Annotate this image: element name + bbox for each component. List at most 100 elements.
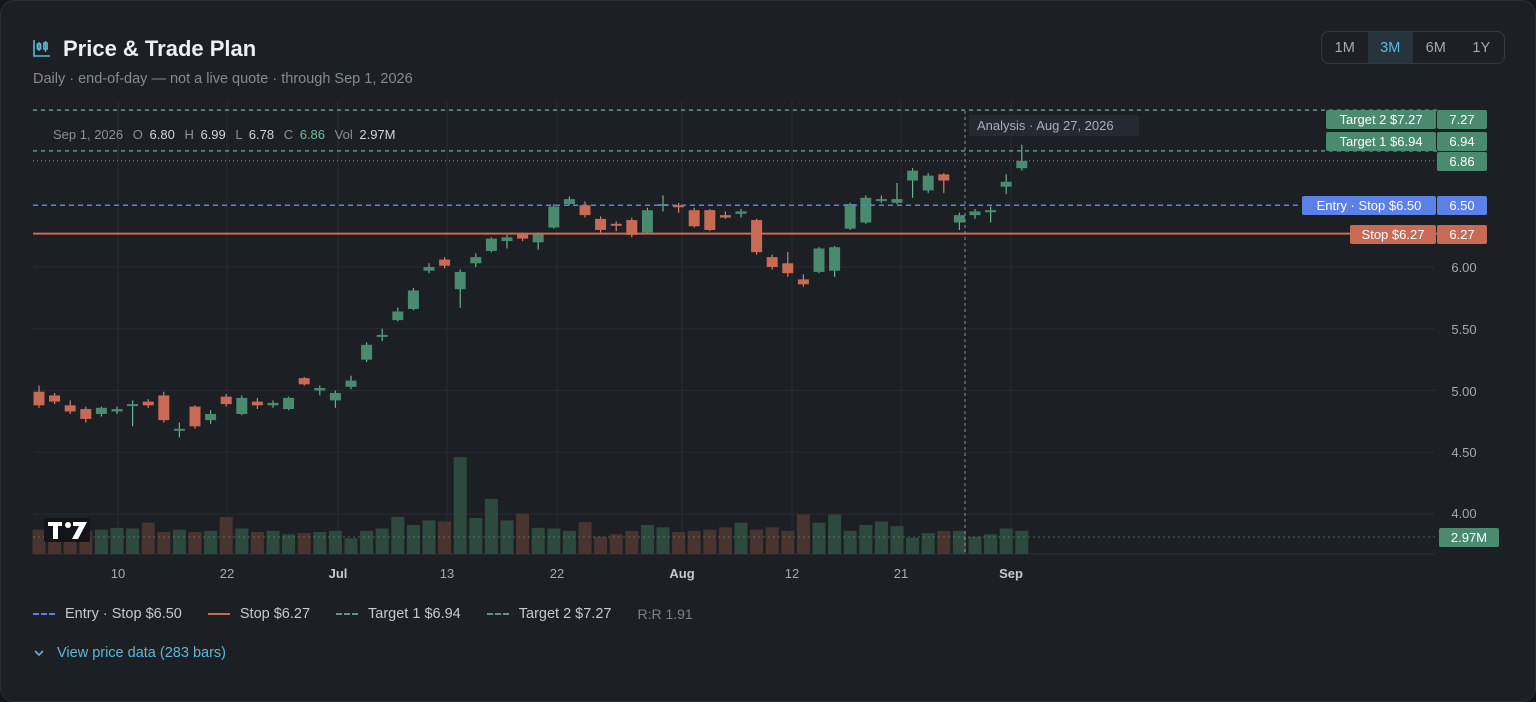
candle-body: [127, 404, 139, 407]
view-price-data-toggle[interactable]: View price data (283 bars): [33, 645, 226, 661]
volume-bar: [32, 529, 46, 554]
candle-body: [969, 211, 981, 216]
analysis-label: Analysis · Aug 27, 2026: [977, 118, 1114, 133]
volume-bar: [344, 538, 358, 554]
ohlc-low: 6.78: [249, 127, 274, 142]
volume-bar: [313, 531, 327, 554]
target1-line-swatch: [336, 613, 359, 615]
candle-body: [314, 388, 326, 391]
range-3m-button[interactable]: 3M: [1367, 32, 1413, 63]
volume-bar: [438, 521, 452, 554]
time-range-selector: 1M 3M 6M 1Y: [1321, 31, 1505, 64]
candle-body: [1000, 181, 1012, 187]
candle-body: [345, 380, 357, 387]
candle-body: [610, 223, 622, 226]
candle-body: [80, 409, 92, 419]
candle-body: [470, 257, 482, 264]
volume-bar: [219, 516, 233, 554]
target1-label: Target 1 $6.94: [1339, 134, 1422, 149]
ohlc-high: 6.99: [200, 127, 225, 142]
volume-axis-tag: 2.97M: [1451, 530, 1487, 545]
legend-entry-label: Entry · Stop $6.50: [65, 606, 182, 622]
volume-bar: [406, 525, 420, 554]
x-tick-label: 12: [785, 566, 799, 581]
y-tick-label: 5.00: [1451, 384, 1476, 399]
candle-body: [688, 210, 700, 227]
volume-bar: [828, 514, 842, 554]
candle-body: [361, 344, 373, 360]
level-labels: Target 2 $7.27 Target 1 $6.94 Entry · St…: [1302, 110, 1436, 244]
volume-bar: [235, 528, 249, 554]
candle-body: [236, 397, 248, 414]
ohlc-date: Sep 1, 2026: [53, 127, 123, 142]
volume-bar: [484, 498, 498, 554]
last-price-axis-tag: 6.86: [1449, 154, 1474, 169]
legend-target2-label: Target 2 $7.27: [518, 606, 612, 622]
volume-bar: [640, 525, 654, 554]
volume-bar: [297, 533, 311, 554]
ohlc-open-label: O: [133, 127, 143, 142]
volume-bar: [1015, 530, 1029, 554]
range-1m-button[interactable]: 1M: [1334, 39, 1355, 56]
entry-axis-tag: 6.50: [1449, 198, 1474, 213]
volume-bar: [531, 527, 545, 554]
volume-bar: [687, 530, 701, 554]
candle-body: [49, 395, 61, 402]
candle-body: [922, 175, 934, 191]
volume-bar: [734, 522, 748, 554]
candle-body: [907, 170, 919, 181]
volume-bar: [157, 531, 171, 554]
ohlc-close: 6.86: [300, 127, 325, 142]
chevron-down-icon: [34, 650, 44, 657]
volume-bar: [984, 534, 998, 554]
candle-body: [595, 218, 607, 230]
candle-body: [205, 413, 217, 421]
candle-body: [111, 409, 123, 412]
volume-bar: [656, 527, 670, 554]
volume-bar: [469, 518, 483, 554]
legend-stop: Stop $6.27: [207, 606, 310, 622]
volume-bar: [609, 534, 623, 554]
volume-bar: [328, 530, 342, 554]
candle-body: [251, 401, 263, 406]
x-axis: 10 22 Jul 13 22 Aug 12 21 Sep: [111, 566, 1023, 581]
volume-bar: [282, 534, 296, 554]
candle-body: [95, 407, 107, 414]
candle-body: [485, 238, 497, 251]
target2-label: Target 2 $7.27: [1339, 112, 1422, 127]
volume-bar: [562, 530, 576, 554]
volume-bar: [968, 536, 982, 554]
candle-body: [1016, 160, 1028, 169]
entry-label: Entry · Stop $6.50: [1317, 198, 1422, 213]
candle-body: [829, 247, 841, 271]
chart-grid: [33, 101, 1435, 555]
candle-body: [439, 259, 451, 266]
volume-bar: [765, 527, 779, 554]
volume-bars: [32, 457, 1437, 554]
candle-body: [298, 378, 310, 385]
legend-target2: Target 2 $7.27: [486, 606, 612, 622]
trade-level-lines: [33, 109, 1437, 235]
y-tick-label: 5.50: [1451, 322, 1476, 337]
range-1y-button[interactable]: 1Y: [1472, 39, 1491, 56]
candle-body: [423, 267, 435, 271]
candle-body: [641, 210, 653, 233]
candle-body: [673, 205, 685, 208]
candle-body: [189, 406, 201, 427]
volume-bar: [453, 457, 467, 554]
candle-body: [751, 220, 763, 253]
candle-body: [875, 199, 887, 202]
candle-body: [33, 391, 45, 406]
candle-body: [64, 405, 76, 412]
view-price-data-label: View price data (283 bars): [57, 645, 226, 661]
x-tick-label: 13: [440, 566, 454, 581]
volume-bar: [937, 530, 951, 554]
risk-reward-ratio: R:R 1.91: [637, 606, 693, 622]
volume-bar: [250, 531, 264, 554]
volume-bar: [781, 530, 795, 554]
range-6m-button[interactable]: 6M: [1425, 39, 1446, 56]
candle-body: [501, 237, 513, 242]
candle-body: [220, 396, 232, 405]
volume-bar: [921, 533, 935, 554]
